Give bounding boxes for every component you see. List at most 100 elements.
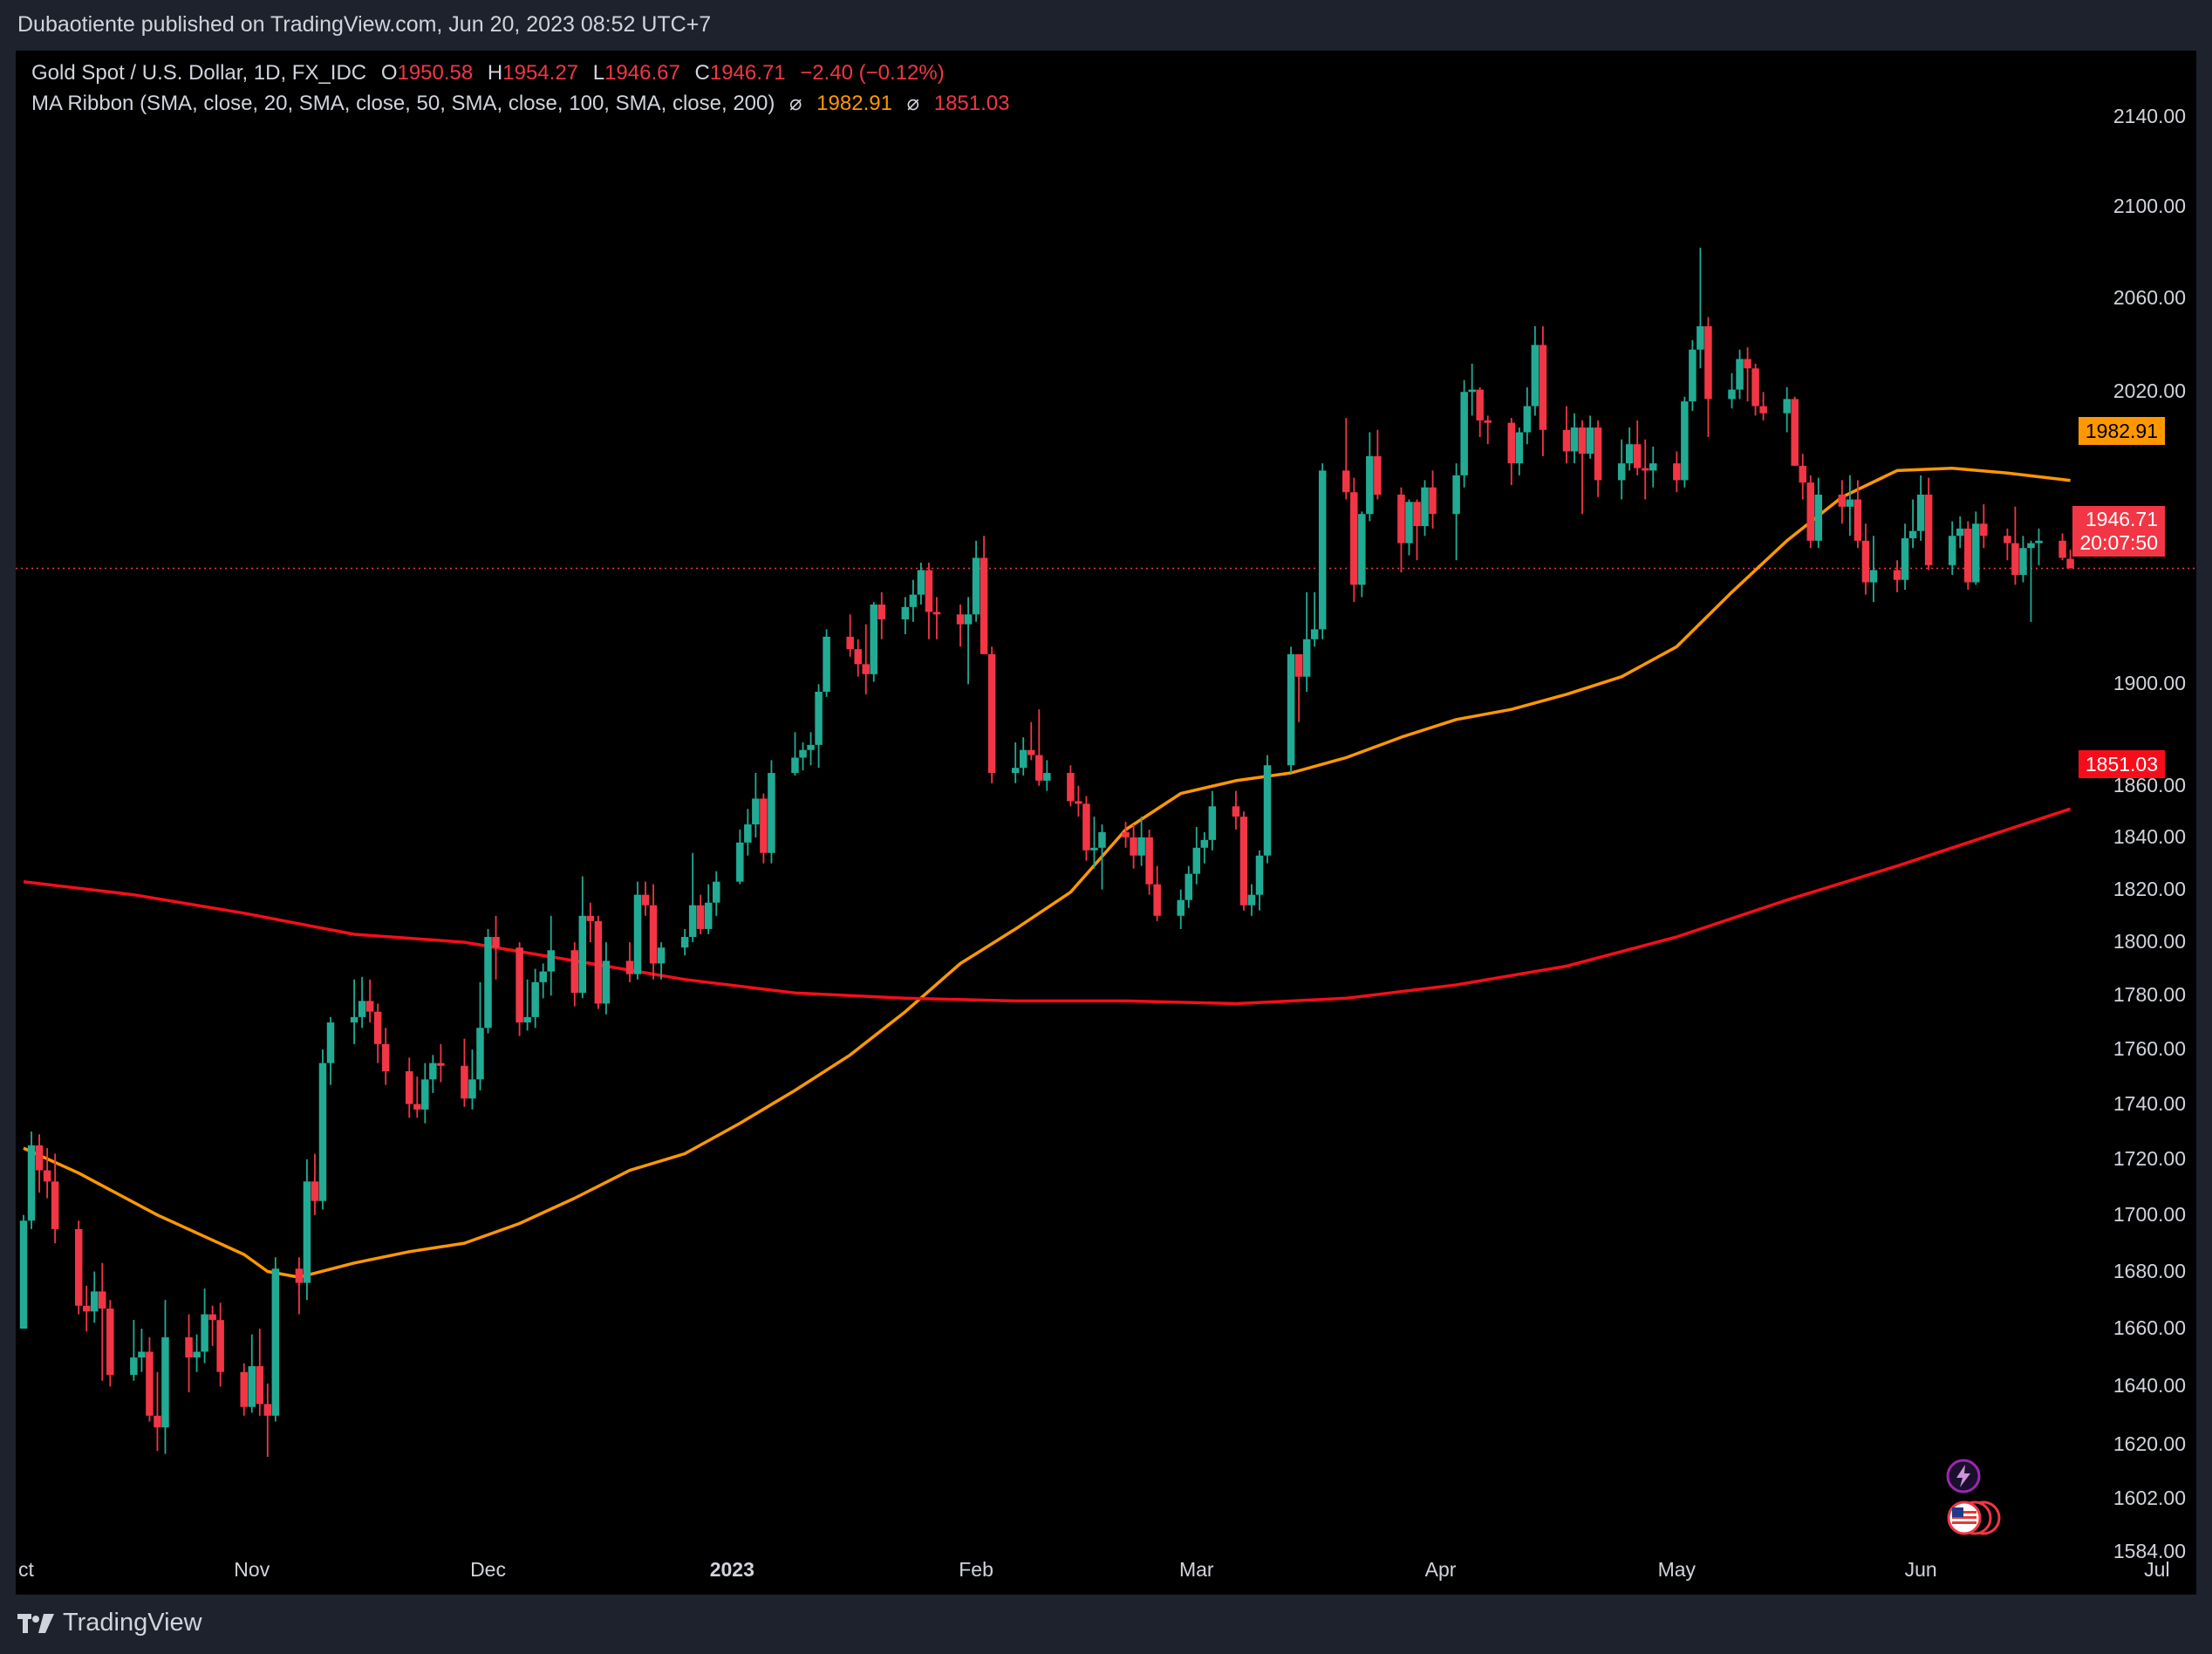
candle-body <box>27 1145 36 1221</box>
candle-body <box>263 1404 272 1416</box>
candle-body <box>1704 325 1712 400</box>
candle-body <box>1239 817 1248 906</box>
price-tick-label: 2140.00 <box>2113 104 2186 127</box>
candle-body <box>1122 831 1130 837</box>
candle-body <box>2027 543 2035 549</box>
candle-body <box>295 1268 304 1283</box>
candle-body <box>1814 495 1823 541</box>
candle-body <box>381 1043 390 1071</box>
price-tick-label: 1720.00 <box>2113 1146 2186 1170</box>
price-tick-label: 1900.00 <box>2113 672 2186 695</box>
price-tick-label: 1660.00 <box>2113 1316 2186 1340</box>
price-tick-label: 1740.00 <box>2113 1091 2186 1115</box>
candle-body <box>1689 349 1697 402</box>
candle-body <box>2004 536 2011 543</box>
candle-body <box>1681 401 1689 481</box>
candle-body <box>413 1104 421 1110</box>
candle-body <box>1633 444 1642 468</box>
candle-body <box>185 1336 193 1358</box>
candle-body <box>91 1291 99 1312</box>
symbol-title[interactable]: Gold Spot / U.S. Dollar, 1D, FX_IDC <box>31 61 367 85</box>
candle-body <box>1342 470 1350 493</box>
candle-body <box>846 636 854 650</box>
candle-body <box>1916 495 1925 531</box>
candle-body <box>570 950 579 994</box>
candle-body <box>161 1336 169 1428</box>
price-tick-label: 1800.00 <box>2113 930 2186 953</box>
candle-body <box>1476 389 1484 420</box>
candle-body <box>1744 359 1751 369</box>
candle-body <box>712 881 720 903</box>
candle-body <box>854 649 862 665</box>
candle-body <box>461 1065 468 1099</box>
candle-body <box>1098 831 1106 848</box>
candle-body <box>807 744 815 750</box>
candle-body <box>1405 502 1413 543</box>
close-label: C <box>694 61 710 85</box>
time-tick-label: Nov <box>234 1558 270 1581</box>
candle-body <box>193 1351 201 1358</box>
candle-body <box>106 1309 114 1376</box>
candle-body <box>1617 463 1626 481</box>
candle-body <box>1200 839 1209 848</box>
time-tick-label: May <box>1657 1558 1697 1581</box>
price-tick-label: 1602.00 <box>2113 1486 2186 1509</box>
candle-body <box>1869 570 1878 583</box>
candle-body <box>318 1063 327 1201</box>
price-tick-label: 1680.00 <box>2113 1259 2186 1282</box>
chart-pane[interactable]: Gold Spot / U.S. Dollar, 1D, FX_IDC O195… <box>16 51 2196 1595</box>
candle-body <box>1846 499 1854 507</box>
candle-body <box>437 1063 445 1066</box>
candle-body <box>216 1320 224 1372</box>
candle-body <box>696 905 705 929</box>
candle-body <box>1594 427 1602 481</box>
candle-body <box>1893 570 1901 580</box>
indicator-title[interactable]: MA Ribbon (SMA, close, 20, SMA, close, 5… <box>31 92 775 115</box>
candle-body <box>1578 427 1587 455</box>
close-value: 1946.71 <box>709 61 786 85</box>
high-label: H <box>487 61 503 85</box>
candle-body <box>468 1079 476 1099</box>
price-tick-label: 1820.00 <box>2113 877 2186 900</box>
time-tick-label: Feb <box>959 1558 993 1581</box>
candle-body <box>1625 444 1634 464</box>
candle-body <box>154 1415 161 1428</box>
candle-body <box>311 1181 319 1201</box>
candle-body <box>429 1063 437 1080</box>
candle-body <box>1318 470 1327 630</box>
candle-body <box>1641 468 1649 471</box>
ma200-price-badge: 1851.03 <box>2078 750 2165 778</box>
candle-body <box>1515 432 1524 464</box>
candle-body <box>1067 773 1075 802</box>
candle-body <box>1964 528 1972 583</box>
candle-body <box>1247 894 1256 906</box>
candle-body <box>1956 528 1964 537</box>
last-price-badge: 1946.71 20:07:50 <box>2072 506 2165 557</box>
tradingview-brand[interactable]: TradingView <box>17 1609 202 1637</box>
candle-body <box>1539 345 1547 430</box>
price-chart[interactable] <box>16 51 2196 1595</box>
candle-body <box>1185 873 1193 900</box>
last-price-value: 1946.71 <box>2085 508 2158 530</box>
time-tick-label: Dec <box>470 1558 506 1581</box>
symbol-legend: Gold Spot / U.S. Dollar, 1D, FX_IDC O195… <box>31 61 945 85</box>
candle-body <box>877 604 886 619</box>
candle-body <box>578 915 587 994</box>
candle-body <box>1861 540 1870 583</box>
candle-body <box>1673 463 1681 481</box>
candle-body <box>1507 422 1516 464</box>
candle-body <box>586 915 595 921</box>
candle-body <box>1177 899 1185 916</box>
us-flag-event-icon[interactable] <box>1943 1499 2006 1537</box>
candle-body <box>99 1291 106 1309</box>
candle-body <box>704 902 713 929</box>
candle-body <box>476 1028 484 1080</box>
candle-body <box>657 947 666 964</box>
candle-body <box>625 960 634 974</box>
bar-countdown: 20:07:50 <box>2079 531 2158 554</box>
candle-body <box>744 824 752 843</box>
candle-body <box>1854 499 1862 541</box>
candle-body <box>208 1314 216 1321</box>
lightning-icon[interactable] <box>1944 1457 1983 1495</box>
candle-body <box>1011 768 1020 774</box>
